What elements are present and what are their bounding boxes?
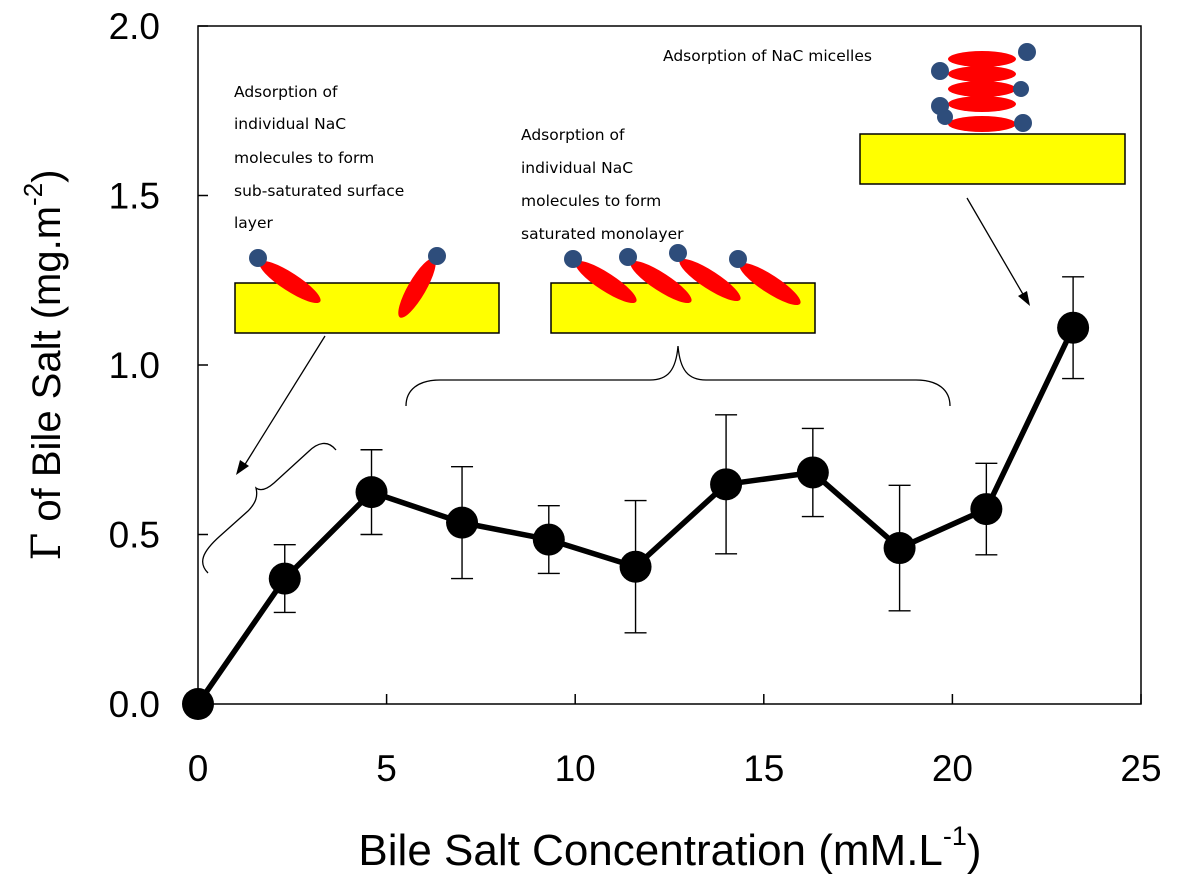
annotation-arrow: [243, 335, 326, 467]
annotation-arrow: [966, 197, 1025, 297]
data-point: [446, 506, 479, 539]
data-point: [970, 493, 1003, 526]
data-point: [619, 550, 652, 583]
annotation-text: Adsorption of individual NaC molecules t…: [234, 83, 409, 232]
micelle-tail: [948, 96, 1016, 112]
x-tick-label: 0: [188, 748, 209, 789]
molecule-head: [729, 250, 747, 268]
molecule-head: [669, 244, 687, 262]
molecule-tail: [739, 262, 801, 306]
data-point: [532, 523, 565, 556]
data-point: [796, 456, 829, 489]
micelle-head: [1018, 43, 1036, 61]
molecule-head: [619, 248, 637, 266]
molecule-tail: [575, 260, 637, 304]
data-point: [268, 562, 301, 595]
micelle-head: [1014, 114, 1032, 132]
y-tick-label: 1.0: [109, 345, 160, 386]
micelle-tail: [948, 66, 1016, 82]
arrow-head: [236, 460, 249, 475]
x-axis-ticks: 0 5 10 15 20 25: [188, 694, 1162, 789]
molecule-tail: [398, 258, 436, 318]
y-axis-ticks: 0.0 0.5 1.0 1.5 2.0: [109, 6, 208, 725]
micelle-head: [937, 109, 953, 125]
micelle-head: [931, 62, 949, 80]
bracket: [405, 345, 951, 407]
molecule-tail: [630, 260, 692, 304]
molecule-head: [428, 247, 446, 265]
data-point: [182, 688, 214, 720]
molecule-tail: [679, 258, 741, 302]
molecule-head: [564, 250, 582, 268]
annotation-text: Adsorption of individual NaC molecules t…: [521, 126, 684, 243]
data-point: [710, 468, 743, 501]
molecule-tail: [259, 260, 321, 304]
data-point: [883, 532, 916, 565]
bracket: [202, 442, 337, 574]
x-tick-label: 10: [555, 748, 596, 789]
arrow-head: [1018, 291, 1030, 306]
x-tick-label: 20: [932, 748, 973, 789]
data-point: [355, 476, 388, 509]
annotation-text: Adsorption of NaC micelles: [663, 47, 872, 65]
x-tick-label: 25: [1120, 748, 1161, 789]
y-tick-label: 0.0: [109, 684, 160, 725]
x-tick-label: 5: [376, 748, 397, 789]
y-tick-label: 1.5: [109, 176, 160, 217]
y-tick-label: 2.0: [109, 6, 160, 47]
y-tick-label: 0.5: [109, 515, 160, 556]
micelle-tail: [948, 81, 1016, 97]
data-point: [1057, 311, 1090, 344]
annotation-sub-saturated: Adsorption of individual NaC molecules t…: [202, 83, 500, 574]
micelle-tail: [948, 51, 1016, 67]
x-axis-label: Bile Salt Concentration (mM.L-1): [358, 821, 981, 875]
annotation-micelles: Adsorption of NaC micelles: [663, 43, 1126, 306]
molecule-head: [249, 249, 267, 267]
micelle-tail: [948, 116, 1016, 132]
y-axis-label: Γ of Bile Salt (mg.m-2): [18, 170, 70, 561]
surface-layer: [234, 282, 500, 334]
data-series: [182, 276, 1090, 720]
x-tick-label: 15: [743, 748, 784, 789]
annotation-saturated-monolayer: Adsorption of individual NaC molecules t…: [405, 126, 951, 407]
micelle-head: [1013, 81, 1029, 97]
surface-layer: [859, 133, 1126, 185]
